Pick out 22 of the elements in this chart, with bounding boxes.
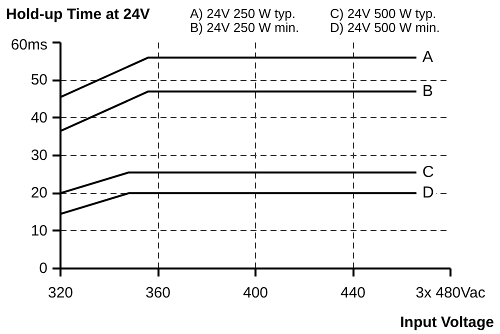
y-tick-label: 30 [30, 147, 48, 164]
series-label: C [422, 164, 434, 181]
text: B) 24V 250 W min. [190, 20, 300, 37]
series-label: D [422, 184, 434, 202]
series-label: B [422, 82, 434, 100]
x-axis-title: Input Voltage [400, 313, 494, 333]
series-label: A [422, 49, 434, 66]
y-tick-label: 40 [30, 109, 48, 126]
x-tick-label: 440 [340, 284, 366, 302]
x-tick-label: 3x 480Vac [416, 284, 486, 302]
y-tick-label: 0 [39, 260, 48, 277]
text: C) 24V 500 W typ. [330, 5, 436, 22]
y-tick-label: 50 [30, 72, 48, 89]
text: A) 24V 250 W typ. [190, 5, 296, 22]
y-tick-label: 20 [30, 184, 48, 202]
x-tick-label: 400 [242, 284, 268, 302]
x-tick-label: 320 [48, 284, 74, 302]
chart-title: Hold-up Time at 24V [6, 5, 150, 25]
y-tick-label: 60ms [10, 36, 48, 54]
y-tick-label: 10 [30, 222, 48, 240]
x-tick-label: 360 [145, 284, 171, 302]
text: D) 24V 500 W min. [330, 20, 440, 37]
